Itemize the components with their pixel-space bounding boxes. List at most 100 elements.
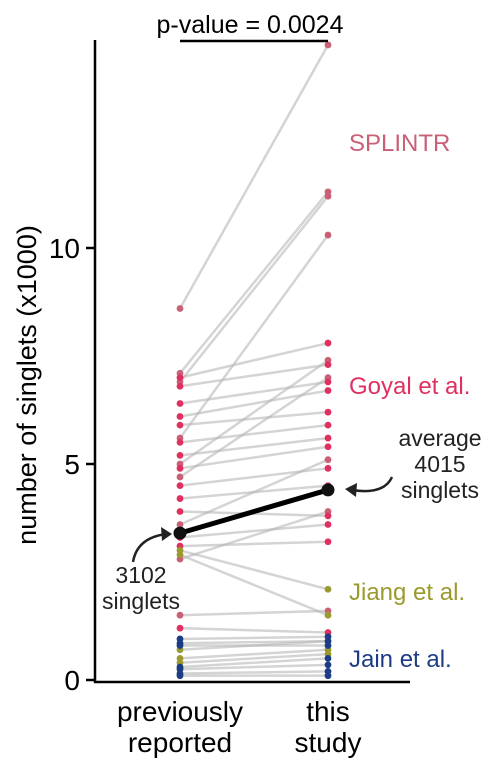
average-before-label: 3102 <box>115 562 166 588</box>
pair-line <box>179 670 329 675</box>
pair-line <box>178 234 330 439</box>
point-goyal-et-al-before <box>176 400 184 407</box>
p-value-label: p-value = 0.0024 <box>157 11 344 39</box>
point-goyal-et-al-before <box>176 508 184 515</box>
average-line <box>179 487 329 536</box>
average-before-label: singlets <box>102 588 180 614</box>
point-splintr-after <box>324 192 332 200</box>
pair-line <box>179 389 329 418</box>
pair-line <box>179 523 329 539</box>
point-goyal-et-al-before <box>176 374 184 381</box>
pair-line <box>179 510 329 561</box>
point-jain-et-al-after <box>324 642 332 649</box>
point-splintr-after <box>324 41 332 49</box>
pair-line <box>179 652 329 664</box>
point-goyal-et-al-after <box>324 521 332 528</box>
point-goyal-et-al-before <box>176 624 184 632</box>
arrowhead-after <box>345 483 357 497</box>
pair-line <box>179 657 329 669</box>
group-label-jiang-et-al: Jiang et al. <box>349 579 465 606</box>
pair-line <box>179 484 329 500</box>
point-goyal-et-al-before <box>176 413 184 420</box>
point-goyal-et-al-after <box>324 378 332 386</box>
pair-line <box>178 44 330 310</box>
pair-line <box>179 648 329 660</box>
pair-line <box>179 191 329 375</box>
pair-lines <box>178 44 330 677</box>
average-after-label: singlets <box>401 477 479 503</box>
pair-line <box>179 445 329 470</box>
arrow-to-average-after <box>351 476 394 493</box>
y-ticks: 0 5 10 <box>49 233 95 696</box>
pair-line <box>179 436 329 457</box>
x-category-label: this <box>306 696 350 727</box>
point-splintr-before <box>176 521 184 528</box>
average-after-label: 4015 <box>414 451 465 477</box>
point-jain-et-al-after <box>324 661 332 669</box>
group-label-jain-et-al: Jain et al. <box>349 646 452 673</box>
group-label-goyal-et-al: Goyal et al. <box>349 373 470 400</box>
average-layer <box>173 483 335 540</box>
point-goyal-et-al-after <box>324 408 332 416</box>
pair-line <box>179 609 329 617</box>
point-jain-et-al-after <box>324 655 332 662</box>
point-goyal-et-al-after <box>324 512 332 520</box>
point-splintr-before <box>176 611 184 619</box>
pair-line <box>179 195 329 383</box>
point-splintr-after <box>324 456 332 464</box>
pair-line <box>179 341 329 379</box>
pair-line <box>179 380 329 405</box>
pair-line <box>179 540 329 548</box>
pair-line <box>179 423 329 444</box>
y-tick-label: 0 <box>64 665 80 696</box>
point-goyal-et-al-before <box>176 495 184 502</box>
pair-line <box>179 359 329 466</box>
point-splintr-before <box>176 305 184 312</box>
point-goyal-et-al-after <box>324 464 332 472</box>
average-point-before <box>173 526 187 540</box>
point-goyal-et-al-after <box>324 538 332 546</box>
point-jiang-et-al-after <box>324 611 332 619</box>
data-points <box>176 41 332 680</box>
point-goyal-et-al-before <box>176 382 184 390</box>
x-category-label: reported <box>128 727 232 758</box>
y-tick-label: 10 <box>49 233 80 264</box>
point-goyal-et-al-before <box>176 482 184 489</box>
point-goyal-et-al-before <box>176 464 184 472</box>
point-jiang-et-al-before <box>176 551 184 559</box>
pair-line <box>179 663 329 671</box>
average-point-after <box>321 483 335 497</box>
point-goyal-et-al-before <box>176 439 184 446</box>
arrowhead-before <box>161 527 172 541</box>
pair-line <box>179 626 329 634</box>
pair-line <box>179 639 329 645</box>
pair-line <box>179 553 329 617</box>
pair-line <box>179 549 329 591</box>
group-label-splintr: SPLINTR <box>349 130 450 157</box>
pair-line <box>179 410 329 427</box>
point-goyal-et-al-after <box>324 361 332 369</box>
point-jain-et-al-before <box>176 672 184 680</box>
point-goyal-et-al-after <box>324 443 332 451</box>
point-goyal-et-al-after <box>324 421 332 429</box>
group-labels: SPLINTR Goyal et al. Jiang et al. Jain et a… <box>349 130 470 673</box>
pair-line <box>179 635 329 641</box>
point-jiang-et-al-after <box>324 585 332 593</box>
arrow-to-average-before <box>131 532 167 563</box>
pair-line <box>179 467 329 487</box>
y-tick-label: 5 <box>64 449 80 480</box>
point-jain-et-al-after <box>324 672 332 680</box>
point-goyal-et-al-before <box>176 451 184 459</box>
pair-line <box>179 363 329 388</box>
point-jain-et-al-before <box>176 642 184 649</box>
point-splintr-before <box>176 473 184 481</box>
y-axis-title: number of singlets (x1000) <box>12 225 42 545</box>
average-after-label: average <box>398 425 481 451</box>
point-goyal-et-al-before <box>176 421 184 429</box>
x-category-label: study <box>295 727 362 758</box>
point-goyal-et-al-after <box>324 434 332 442</box>
point-goyal-et-al-after <box>324 339 332 347</box>
